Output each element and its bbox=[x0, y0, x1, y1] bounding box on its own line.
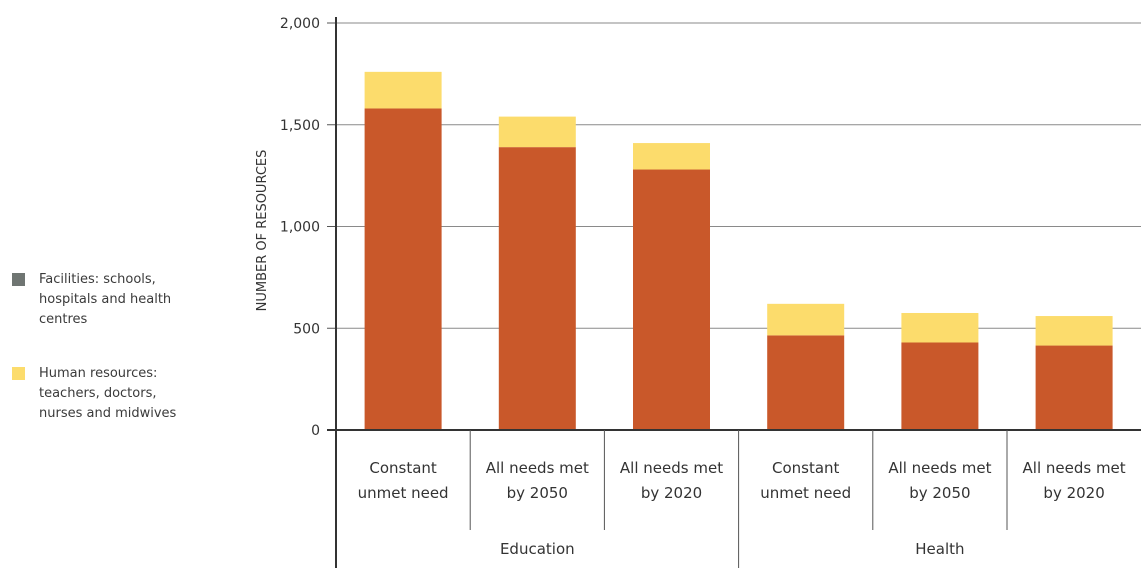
group-label: Health bbox=[915, 540, 964, 558]
bar-human-resources bbox=[364, 71, 442, 109]
legend-item-facilities: Facilities: schools, hospitals and healt… bbox=[12, 270, 199, 330]
category-label: Constant bbox=[772, 459, 840, 477]
category-label: by 2020 bbox=[641, 484, 702, 502]
bar-facilities bbox=[498, 147, 576, 430]
legend-swatch-human-resources bbox=[12, 367, 25, 380]
category-label: Constant bbox=[369, 459, 437, 477]
legend-swatch-facilities bbox=[12, 273, 25, 286]
category-label: All needs met bbox=[486, 459, 589, 477]
legend-line: hospitals and health bbox=[39, 292, 172, 307]
bar-facilities bbox=[1035, 345, 1113, 430]
category-label: unmet need bbox=[358, 484, 449, 502]
y-tick-label: 1,000 bbox=[280, 220, 320, 236]
bar-human-resources bbox=[498, 116, 576, 148]
bar-human-resources bbox=[1035, 316, 1113, 346]
legend-label-facilities: Facilities: schools, hospitals and healt… bbox=[39, 270, 199, 330]
bar-human-resources bbox=[767, 303, 845, 336]
legend-line: Human resources: bbox=[39, 366, 158, 381]
category-label: by 2050 bbox=[507, 484, 568, 502]
bar-facilities bbox=[767, 335, 845, 430]
legend-line: Facilities: schools, bbox=[39, 272, 156, 287]
legend-line: teachers, doctors, bbox=[39, 386, 157, 401]
category-label: All needs met bbox=[620, 459, 723, 477]
category-label: unmet need bbox=[760, 484, 851, 502]
bar-human-resources bbox=[633, 143, 710, 170]
y-tick-label: 500 bbox=[293, 321, 320, 337]
legend-line: centres bbox=[39, 312, 88, 327]
legend-item-human-resources: Human resources: teachers, doctors, nurs… bbox=[12, 364, 199, 424]
category-label: by 2020 bbox=[1043, 484, 1104, 502]
legend-line: nurses and midwives bbox=[39, 406, 177, 421]
bar-facilities bbox=[364, 108, 442, 430]
y-axis-label: NUMBER OF RESOURCES bbox=[255, 150, 270, 312]
bar-facilities bbox=[901, 342, 979, 430]
category-label: All needs met bbox=[888, 459, 991, 477]
y-tick-label: 2,000 bbox=[280, 16, 320, 32]
group-label: Education bbox=[500, 540, 575, 558]
bar-facilities bbox=[633, 169, 710, 430]
category-label: by 2050 bbox=[909, 484, 970, 502]
bar-human-resources bbox=[901, 312, 979, 343]
legend-label-human-resources: Human resources: teachers, doctors, nurs… bbox=[39, 364, 199, 424]
y-tick-label: 0 bbox=[311, 423, 320, 439]
y-tick-label: 1,500 bbox=[280, 118, 320, 134]
category-label: All needs met bbox=[1023, 459, 1126, 477]
